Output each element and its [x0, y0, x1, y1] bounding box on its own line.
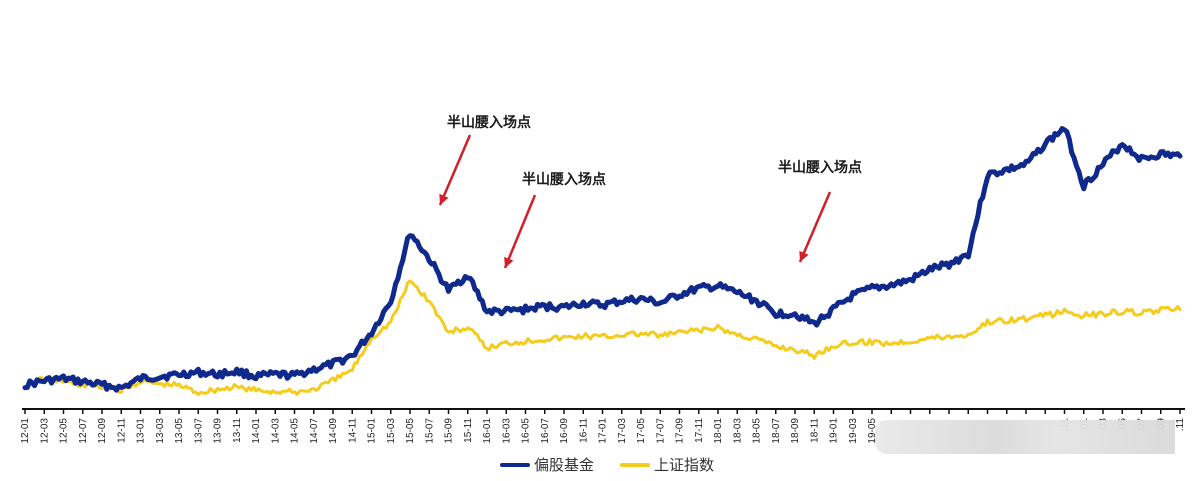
- x-tick-label: 17-05: [636, 418, 647, 444]
- x-tick-label: 12-11: [116, 418, 127, 443]
- x-tick-label: 15-03: [386, 418, 397, 444]
- annotation-arrows: [438, 134, 832, 269]
- x-tick-label: 17-09: [675, 418, 686, 444]
- x-tick-label: 15-07: [424, 418, 435, 444]
- x-tick-label: 12-09: [97, 418, 108, 444]
- legend-item-equity-fund: 偏股基金: [500, 454, 594, 475]
- x-tick-label: 13-01: [136, 418, 147, 444]
- blurred-watermark: [875, 420, 1175, 454]
- x-tick-label: 13-07: [193, 418, 204, 444]
- legend-swatch-shanghai-index: [620, 462, 651, 467]
- x-tick-label: 14-09: [328, 418, 339, 444]
- arrowhead-icon: [439, 193, 449, 205]
- x-tick-label: 12-07: [78, 418, 89, 444]
- legend-label-equity-fund: 偏股基金: [534, 456, 595, 474]
- legend-swatch-equity-fund: [500, 462, 530, 467]
- x-tick-label: 16-09: [559, 418, 570, 444]
- x-tick-label: 14-01: [251, 418, 262, 444]
- x-tick-label: 15-09: [444, 418, 455, 444]
- legend-label-shanghai-index: 上证指数: [654, 456, 715, 474]
- x-tick-label: 17-01: [598, 418, 609, 444]
- x-tick-label: 19-05: [867, 418, 878, 444]
- x-tick-label: 14-05: [290, 418, 301, 444]
- x-tick-label: 12-05: [59, 418, 70, 444]
- arrow-icon: [503, 194, 537, 269]
- x-tick-label: 12-03: [39, 418, 50, 444]
- x-tick-label: .11: [1175, 418, 1186, 432]
- series-line-equity-fund: [22, 126, 1183, 393]
- x-tick-label: 13-03: [155, 418, 166, 444]
- x-tick-label: 18-09: [790, 418, 801, 444]
- x-tick-label: 18-07: [771, 418, 782, 444]
- annotation-label: 半山腰入场点: [447, 114, 531, 131]
- x-tick-label: 15-01: [367, 418, 378, 444]
- arrowhead-icon: [504, 256, 514, 268]
- x-tick-label: 15-05: [405, 418, 416, 444]
- x-tick-label: 16-07: [540, 418, 551, 444]
- x-tick-label: 13-11: [232, 418, 243, 443]
- legend-item-shanghai-index: 上证指数: [620, 454, 714, 475]
- x-tick-label: 14-11: [347, 418, 358, 443]
- x-tick-label: 13-05: [174, 418, 185, 444]
- x-tick-label: 17-07: [655, 418, 666, 444]
- annotation-label: 半山腰入场点: [522, 171, 606, 188]
- x-tick-label: 18-11: [809, 418, 820, 443]
- x-tick-label: 12-01: [20, 418, 31, 444]
- x-tick-label: 14-03: [270, 418, 281, 444]
- x-tick-label: 16-11: [578, 418, 589, 443]
- x-tick-label: 16-03: [501, 418, 512, 444]
- x-tick-label: 19-01: [829, 418, 840, 444]
- x-tick-label: 17-03: [617, 418, 628, 444]
- x-tick-label: 17-11: [694, 418, 705, 443]
- x-tick-label: 18-03: [732, 418, 743, 444]
- x-tick-label: 14-07: [309, 418, 320, 444]
- legend: 偏股基金 上证指数: [500, 454, 714, 475]
- x-tick-label: 18-01: [713, 418, 724, 444]
- x-tick-label: 18-05: [752, 418, 763, 444]
- x-tick-label: 15-11: [463, 418, 474, 443]
- arrow-icon: [798, 191, 832, 263]
- x-tick-label: 16-05: [521, 418, 532, 444]
- annotation-label: 半山腰入场点: [778, 159, 862, 176]
- arrow-icon: [438, 134, 472, 206]
- x-tick-label: 13-09: [213, 418, 224, 444]
- x-tick-label: 19-03: [848, 418, 859, 444]
- arrowhead-icon: [799, 250, 809, 262]
- x-tick-label: 16-01: [482, 418, 493, 444]
- series-line-shanghai-index: [23, 279, 1182, 397]
